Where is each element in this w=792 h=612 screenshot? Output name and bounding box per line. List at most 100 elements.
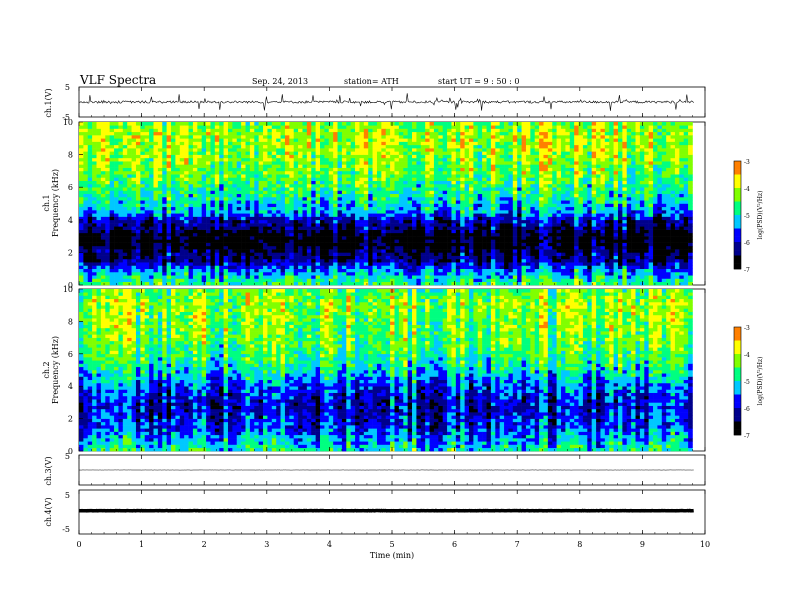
spectrogram-cell xyxy=(284,141,290,146)
spectrogram-cell xyxy=(394,190,400,195)
spectrogram-cell xyxy=(407,128,413,133)
spectrogram-cell xyxy=(477,239,483,243)
spectrogram-cell xyxy=(280,157,286,162)
spectrogram-cell xyxy=(197,258,202,263)
spectrogram-cell xyxy=(447,210,452,214)
spectrogram-cell xyxy=(179,187,185,191)
spectrogram-cell xyxy=(166,210,172,214)
spectrogram-cell xyxy=(210,174,216,178)
spectrogram-cell xyxy=(271,193,277,198)
spectrogram-cell xyxy=(416,148,422,152)
spectrogram-cell xyxy=(447,262,452,266)
spectrogram-cell xyxy=(188,216,194,221)
spectrogram-cell xyxy=(96,203,102,208)
spectrogram-cell xyxy=(412,262,417,266)
spectrogram-cell xyxy=(267,203,273,208)
spectrogram-cell xyxy=(464,141,470,146)
spectrogram-cell xyxy=(407,236,413,240)
spectrogram-cell xyxy=(100,239,106,243)
spectrogram-cell xyxy=(184,154,189,159)
spectrogram-cell xyxy=(464,245,470,250)
spectrogram-cell xyxy=(372,229,378,234)
spectrogram-cell xyxy=(381,213,387,217)
spectrogram-cell xyxy=(508,161,514,165)
spectrogram-cell xyxy=(87,219,93,224)
spectrogram-cell xyxy=(118,268,124,273)
spectrogram-cell xyxy=(306,216,312,221)
spectrogram-cell xyxy=(333,148,338,152)
spectrogram-cell xyxy=(394,187,400,191)
spectrogram-cell xyxy=(267,239,273,243)
spectrogram-cell xyxy=(328,131,334,136)
spectrogram-cell xyxy=(438,177,443,181)
spectrogram-cell xyxy=(381,167,387,172)
spectrogram-cell xyxy=(486,135,492,139)
spectrogram-cell xyxy=(477,213,483,217)
spectrogram-cell xyxy=(433,196,439,201)
spectrogram-cell xyxy=(254,125,259,129)
spectrogram-cell xyxy=(184,275,189,279)
spectrogram-cell xyxy=(83,203,89,208)
spectrogram-cell xyxy=(341,190,347,195)
spectrogram-cell xyxy=(390,268,395,273)
spectrogram-cell xyxy=(302,174,308,178)
spectrogram-cell xyxy=(100,242,106,247)
spectrogram-cell xyxy=(412,236,417,240)
spectrogram-cell xyxy=(385,242,391,247)
ch1-ytick-top: 5 xyxy=(65,83,70,92)
spectrogram-cell xyxy=(311,200,316,204)
spectrogram-cell xyxy=(442,183,448,188)
spectrogram-cell xyxy=(495,200,500,204)
spectrogram-cell xyxy=(420,164,426,168)
spectrogram-cell xyxy=(363,174,369,178)
spectrogram-cell xyxy=(337,219,343,224)
spectrogram-cell xyxy=(179,210,185,214)
spectrogram-cell xyxy=(157,151,163,155)
spectrogram-cell xyxy=(153,157,159,162)
spectrogram-cell xyxy=(433,144,439,149)
spectrogram-cell xyxy=(315,249,321,253)
spectrogram-cell xyxy=(144,177,150,181)
spectrogram-cell xyxy=(118,164,124,168)
spectrogram-cell xyxy=(276,135,281,139)
spectrogram-cell xyxy=(425,144,430,149)
spectrogram-cell xyxy=(385,232,391,237)
spectrogram-cell xyxy=(149,122,154,126)
spectrogram-cell xyxy=(469,206,474,211)
spectrogram-cell xyxy=(512,262,518,266)
spectrogram-cell xyxy=(376,141,382,146)
spectrogram-cell xyxy=(87,167,93,172)
spectrogram-cell xyxy=(192,232,198,237)
spectrogram-cell xyxy=(284,242,290,247)
spectrogram-cell xyxy=(100,161,106,165)
spectrogram-cell xyxy=(188,190,194,195)
spectrogram-cell xyxy=(241,183,246,188)
spectrogram-cell xyxy=(477,258,483,263)
spectrogram-cell xyxy=(328,219,334,224)
spectrogram-cell xyxy=(469,180,474,185)
spectrogram-cell xyxy=(315,187,321,191)
spectrogram-cell xyxy=(355,268,360,273)
spectrogram-cell xyxy=(385,223,391,227)
spectrogram-cell xyxy=(416,219,422,224)
spectrogram-cell xyxy=(381,229,387,234)
spectrogram-cell xyxy=(368,131,373,136)
spectrogram-cell xyxy=(210,177,216,181)
spectrogram-cell xyxy=(188,131,194,136)
spectrogram-cell xyxy=(442,125,448,129)
spectrogram-cell xyxy=(425,223,430,227)
spectrogram-cell xyxy=(346,200,351,204)
spectrogram-cell xyxy=(192,177,198,181)
spectrogram-cell xyxy=(219,203,224,208)
spectrogram-cell xyxy=(420,229,426,234)
spectrogram-cell xyxy=(254,242,259,247)
spectrogram-cell xyxy=(284,206,290,211)
spectrogram-cell xyxy=(96,281,102,286)
spectrogram-cell xyxy=(219,213,224,217)
spectrogram-cell xyxy=(153,190,159,195)
spectrogram-cell xyxy=(412,278,417,283)
spectrogram-cell xyxy=(469,190,474,195)
spectrogram-cell xyxy=(372,170,378,175)
spectrogram-cell xyxy=(140,262,146,266)
